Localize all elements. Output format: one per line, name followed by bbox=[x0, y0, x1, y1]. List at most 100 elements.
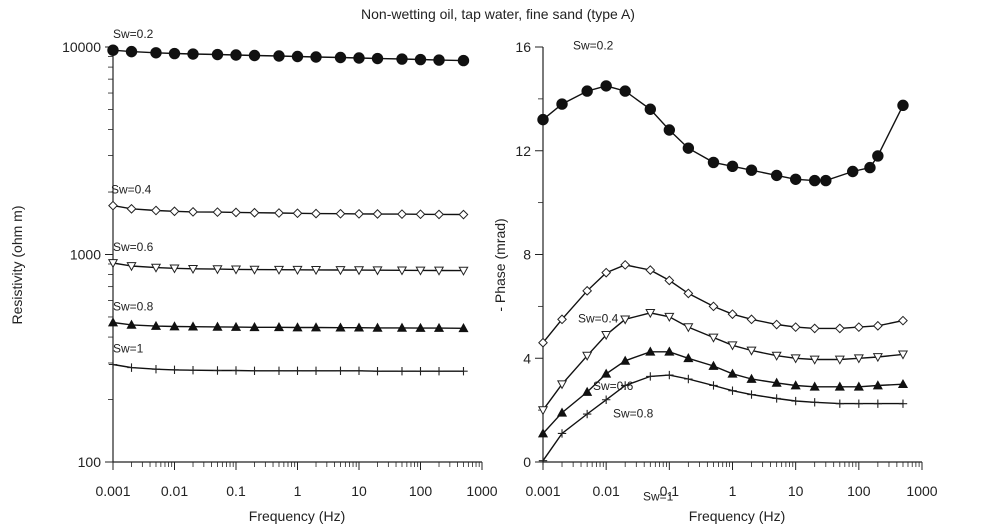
data-point bbox=[620, 315, 631, 325]
data-point bbox=[537, 428, 549, 438]
data-point bbox=[293, 366, 302, 376]
series-line bbox=[542, 85, 904, 182]
data-point bbox=[872, 320, 883, 331]
data-point bbox=[683, 288, 694, 299]
data-point bbox=[187, 48, 199, 60]
data-point bbox=[645, 265, 656, 275]
data-point bbox=[582, 351, 593, 361]
x-tick-label: 1 bbox=[729, 483, 737, 499]
data-point bbox=[537, 113, 549, 126]
x-tick-label: 0.1 bbox=[660, 483, 680, 499]
data-point bbox=[708, 360, 719, 370]
data-point bbox=[151, 365, 161, 374]
data-point bbox=[127, 363, 136, 372]
data-point bbox=[273, 265, 285, 275]
data-point bbox=[292, 322, 303, 332]
data-point bbox=[557, 314, 567, 325]
data-point bbox=[727, 309, 738, 320]
data-point bbox=[600, 80, 612, 92]
data-point bbox=[353, 322, 365, 332]
data-point bbox=[372, 266, 383, 276]
data-point bbox=[556, 407, 568, 417]
x-tick-label: 1000 bbox=[906, 483, 937, 499]
data-point bbox=[897, 350, 909, 360]
data-point bbox=[898, 315, 908, 326]
data-point bbox=[107, 44, 119, 56]
data-point bbox=[834, 323, 845, 334]
data-point bbox=[709, 381, 718, 390]
series-label: Sw=1 bbox=[643, 490, 674, 504]
y-axis-label: Resistivity (ohm m) bbox=[9, 205, 25, 324]
data-point bbox=[335, 208, 346, 219]
series-label: Sw=0.8 bbox=[613, 406, 654, 420]
series-label: Sw=0.4 bbox=[111, 183, 152, 197]
data-point bbox=[248, 49, 261, 62]
data-point bbox=[150, 320, 162, 330]
data-point bbox=[291, 50, 304, 63]
data-point bbox=[707, 156, 720, 169]
series-line bbox=[112, 321, 464, 329]
data-point bbox=[665, 370, 674, 380]
data-point bbox=[664, 312, 675, 322]
data-point bbox=[820, 174, 832, 187]
data-point bbox=[415, 266, 426, 276]
series-sw-0-6: Sw=0.6 bbox=[107, 240, 469, 276]
data-point bbox=[354, 366, 364, 376]
series-sw-0-8: Sw=0.8 bbox=[537, 346, 909, 438]
data-point bbox=[416, 366, 425, 376]
data-point bbox=[150, 47, 162, 59]
data-point bbox=[108, 200, 118, 211]
x-tick-label: 10 bbox=[788, 483, 804, 499]
data-point bbox=[746, 314, 757, 325]
data-point bbox=[790, 380, 801, 390]
data-point bbox=[230, 49, 242, 61]
data-point bbox=[854, 399, 864, 408]
data-point bbox=[771, 351, 782, 361]
data-point bbox=[727, 341, 738, 351]
data-point bbox=[872, 380, 883, 390]
data-point bbox=[397, 366, 407, 376]
data-point bbox=[853, 322, 864, 333]
data-point bbox=[372, 322, 383, 332]
data-point bbox=[126, 262, 137, 272]
data-point bbox=[187, 321, 199, 331]
y-tick-label: 4 bbox=[523, 350, 531, 366]
x-axis-label: Frequency (Hz) bbox=[249, 508, 345, 524]
data-point bbox=[397, 209, 407, 220]
data-point bbox=[212, 321, 223, 331]
data-point bbox=[747, 390, 756, 399]
data-point bbox=[212, 207, 223, 218]
data-point bbox=[790, 322, 801, 333]
data-point bbox=[809, 355, 820, 365]
data-point bbox=[619, 85, 631, 97]
data-point bbox=[126, 203, 137, 214]
data-point bbox=[708, 333, 719, 343]
series-label: Sw=0.2 bbox=[573, 39, 614, 53]
data-point bbox=[371, 52, 384, 65]
data-point bbox=[458, 323, 469, 333]
data-point bbox=[168, 47, 181, 60]
data-point bbox=[664, 275, 675, 286]
data-point bbox=[415, 209, 426, 220]
data-point bbox=[396, 266, 408, 276]
data-point bbox=[682, 142, 695, 154]
series-line bbox=[112, 262, 464, 272]
data-point bbox=[771, 319, 782, 330]
data-point bbox=[311, 208, 321, 219]
data-point bbox=[372, 209, 383, 219]
data-point bbox=[809, 323, 820, 334]
data-point bbox=[107, 259, 119, 269]
data-point bbox=[126, 319, 137, 329]
series-label: Sw=0.4 bbox=[578, 312, 619, 326]
series-line bbox=[542, 312, 904, 411]
data-point bbox=[273, 50, 285, 62]
data-point bbox=[645, 308, 656, 319]
x-tick-label: 0.1 bbox=[226, 483, 246, 499]
data-point bbox=[274, 208, 284, 218]
data-point bbox=[582, 386, 593, 396]
series-line bbox=[112, 363, 464, 372]
data-point bbox=[897, 99, 909, 112]
data-point bbox=[249, 265, 260, 275]
x-tick-label: 0.01 bbox=[593, 483, 620, 499]
data-point bbox=[433, 322, 445, 332]
